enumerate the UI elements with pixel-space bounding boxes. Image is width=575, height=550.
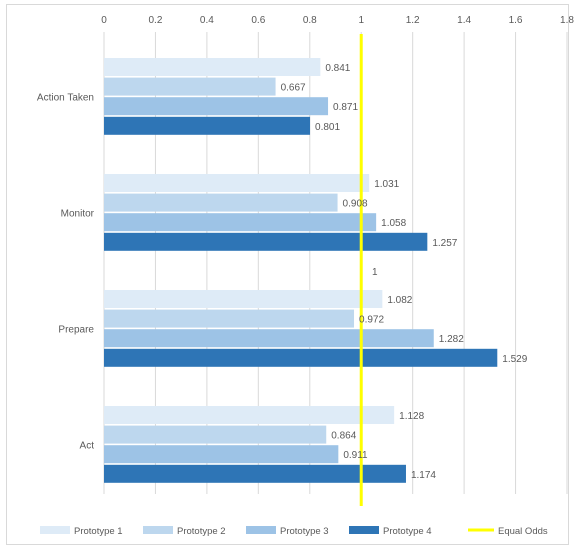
x-tick-label: 0.2	[148, 15, 162, 26]
category-label: Prepare	[58, 324, 94, 335]
x-tick-label: 1	[358, 15, 364, 26]
x-tick-label: 1.2	[406, 15, 420, 26]
bar	[104, 213, 377, 232]
equal-odds-label: 1	[372, 267, 378, 278]
data-label: 1.082	[387, 295, 412, 306]
legend-label: Equal Odds	[498, 526, 548, 537]
data-label: 0.864	[331, 431, 356, 442]
data-label: 0.972	[359, 315, 384, 326]
bar	[104, 406, 395, 424]
x-tick-label: 1.4	[457, 15, 471, 26]
x-tick-label: 1.6	[509, 15, 523, 26]
data-label: 1.058	[381, 218, 406, 229]
data-label: 0.908	[343, 199, 368, 210]
data-label: 0.841	[325, 63, 350, 74]
legend-label: Prototype 2	[177, 526, 226, 537]
bar	[104, 77, 276, 96]
bar	[104, 290, 383, 308]
legend-label: Prototype 4	[383, 526, 432, 537]
bar	[104, 97, 329, 116]
legend-swatch	[349, 526, 379, 534]
x-tick-label: 0.8	[303, 15, 317, 26]
bar	[104, 445, 339, 464]
x-tick-label: 0.6	[251, 15, 265, 26]
data-label: 1.031	[374, 179, 399, 190]
legend-label: Prototype 3	[280, 526, 329, 537]
bar	[104, 309, 355, 328]
x-tick-label: 0.4	[200, 15, 214, 26]
bar	[104, 348, 498, 367]
bar	[104, 464, 406, 483]
legend-swatch	[246, 526, 276, 534]
category-label: Action Taken	[37, 92, 94, 103]
bar	[104, 425, 327, 444]
x-tick-label: 1.8	[560, 15, 574, 26]
data-label: 1.257	[432, 238, 457, 249]
data-label: 1.282	[439, 334, 464, 345]
bar	[104, 116, 311, 135]
category-label: Monitor	[61, 208, 95, 219]
data-label: 0.667	[281, 83, 306, 94]
data-label: 0.911	[343, 450, 368, 461]
data-label: 0.801	[315, 122, 340, 133]
legend-swatch	[143, 526, 173, 534]
bar	[104, 329, 434, 348]
bar	[104, 58, 321, 76]
bar	[104, 232, 428, 251]
legend-label: Prototype 1	[74, 526, 123, 537]
category-label: Act	[80, 440, 95, 451]
data-label: 0.871	[333, 102, 358, 113]
legend-swatch	[40, 526, 70, 534]
bar	[104, 174, 370, 192]
data-label: 1.529	[502, 354, 527, 365]
x-tick-label: 0	[101, 15, 107, 26]
data-label: 1.174	[411, 470, 436, 481]
bar	[104, 193, 338, 212]
data-label: 1.128	[399, 411, 424, 422]
